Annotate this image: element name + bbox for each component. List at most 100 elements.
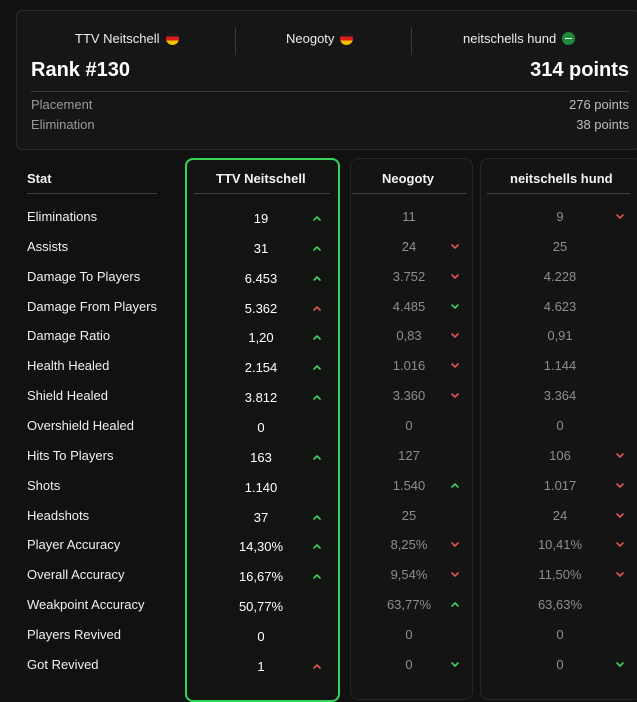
table-row: Damage Ratio 1,20 0,83 0,91 — [0, 328, 637, 350]
stat-value: 0 — [405, 626, 413, 642]
stat-value: 0 — [556, 417, 564, 433]
stat-value: 0,83 — [396, 328, 422, 344]
player-neitschells-hund[interactable]: neitschells hund — [463, 31, 576, 46]
divider — [27, 193, 157, 194]
stat-value: 63,77% — [386, 597, 432, 613]
divider — [31, 91, 629, 92]
placement-label: Placement — [31, 97, 93, 112]
rank-label: Rank #130 — [31, 59, 130, 81]
stat-value: 9 — [556, 209, 564, 224]
stat-value: 24 — [401, 238, 417, 254]
column-header-ttv-neitschell[interactable]: TTV Neitschell — [216, 171, 306, 186]
table-row: Eliminations 19 11 9 — [0, 209, 637, 231]
stat-label: Assists — [27, 238, 69, 254]
stat-value: 0 — [405, 417, 413, 433]
stat-value: 31 — [253, 240, 269, 256]
divider — [487, 193, 630, 194]
stat-value: 4.228 — [543, 268, 577, 284]
stat-label: Health Healed — [27, 358, 110, 374]
stat-label: Shield Healed — [27, 388, 108, 404]
chevron-up-icon — [312, 273, 322, 283]
placement-points: 276 points — [569, 97, 629, 112]
stat-value: 3.360 — [392, 388, 426, 404]
stat-column-header: Stat — [27, 171, 52, 186]
stat-value: 25 — [552, 238, 568, 254]
table-row: Players Revived 0 0 0 — [0, 627, 637, 649]
chevron-down-icon — [450, 301, 460, 311]
stat-value: 1 — [257, 658, 265, 674]
chevron-down-icon — [450, 271, 460, 281]
stat-value: 37 — [253, 509, 269, 525]
stat-value: 8,25% — [390, 537, 428, 553]
chevron-down-icon — [615, 539, 625, 549]
germany-flag-icon — [165, 32, 179, 45]
table-row: Hits To Players 163 127 106 — [0, 448, 637, 470]
table-row: Player Accuracy 14,30% 8,25% 10,41% — [0, 537, 637, 559]
stat-value: 0 — [405, 656, 413, 672]
stat-value: 24 — [552, 507, 568, 523]
column-header-neogoty[interactable]: Neogoty — [382, 171, 434, 186]
stat-label: Headshots — [27, 507, 90, 523]
stat-label: Shots — [27, 477, 61, 493]
stat-value: 1.140 — [244, 479, 278, 495]
stat-value: 50,77% — [238, 599, 284, 615]
player-name: neitschells hund — [463, 31, 557, 46]
stat-label: Damage To Players — [27, 268, 141, 284]
player-name: TTV Neitschell — [75, 31, 160, 46]
stat-value: 0 — [257, 419, 265, 435]
column-header-neitschells-hund[interactable]: neitschells hund — [510, 171, 613, 186]
divider — [352, 193, 467, 194]
stat-value: 5.362 — [244, 300, 278, 316]
table-row: Headshots 37 25 24 — [0, 508, 637, 530]
elimination-label: Elimination — [31, 117, 95, 132]
stat-value: 11 — [402, 209, 416, 224]
chevron-down-icon — [450, 330, 460, 340]
stat-label: Weakpoint Accuracy — [27, 597, 145, 613]
chevron-down-icon — [450, 539, 460, 549]
stat-label: Overshield Healed — [27, 417, 134, 433]
chevron-down-icon — [615, 450, 625, 460]
player-neogoty[interactable]: Neogoty — [286, 31, 354, 46]
chevron-down-icon — [615, 659, 625, 669]
germany-flag-icon — [340, 32, 354, 45]
team-players: TTV Neitschell Neogoty neitschells hund — [17, 27, 637, 55]
stat-value: 0 — [556, 656, 564, 672]
stat-value: 14,30% — [238, 539, 284, 555]
stat-label: Player Accuracy — [27, 537, 121, 553]
table-row: Damage To Players 6.453 3.752 4.228 — [0, 269, 637, 291]
stat-value: 4.623 — [543, 298, 577, 314]
chevron-down-icon — [615, 510, 625, 520]
chevron-down-icon — [615, 569, 625, 579]
stat-value: 4.485 — [392, 298, 426, 314]
table-row: Weakpoint Accuracy 50,77% 63,77% 63,63% — [0, 597, 637, 619]
stat-value: 63,63% — [537, 597, 583, 613]
total-points: 314 points — [530, 59, 629, 81]
chevron-up-icon — [312, 362, 322, 372]
stat-value: 2.154 — [244, 360, 278, 376]
column-panel — [350, 158, 473, 700]
chevron-down-icon — [312, 601, 322, 611]
stat-label: Eliminations — [27, 209, 98, 224]
chevron-down-icon — [450, 360, 460, 370]
stat-label: Got Revived — [27, 656, 99, 672]
column-panel — [480, 158, 637, 700]
chevron-up-icon — [312, 661, 322, 671]
chevron-down-icon — [450, 659, 460, 669]
saudi-arabia-flag-icon — [562, 32, 576, 45]
player-name: Neogoty — [286, 31, 335, 46]
chevron-up-icon — [312, 303, 322, 313]
chevron-up-icon — [312, 392, 322, 402]
stat-label: Damage Ratio — [27, 328, 111, 344]
chevron-up-icon — [450, 480, 460, 490]
table-row: Overshield Healed 0 0 0 — [0, 418, 637, 440]
stat-value: 1,20 — [248, 330, 274, 346]
table-row: Got Revived 1 0 0 — [0, 657, 637, 679]
divider — [235, 27, 236, 55]
chevron-down-icon — [450, 569, 460, 579]
chevron-down-icon — [615, 211, 625, 221]
chevron-up-icon — [312, 332, 322, 342]
player-ttv-neitschell[interactable]: TTV Neitschell — [75, 31, 179, 46]
chevron-down-icon — [615, 480, 625, 490]
chevron-up-icon — [312, 571, 322, 581]
summary-card: TTV Neitschell Neogoty neitschells hund … — [16, 10, 637, 150]
